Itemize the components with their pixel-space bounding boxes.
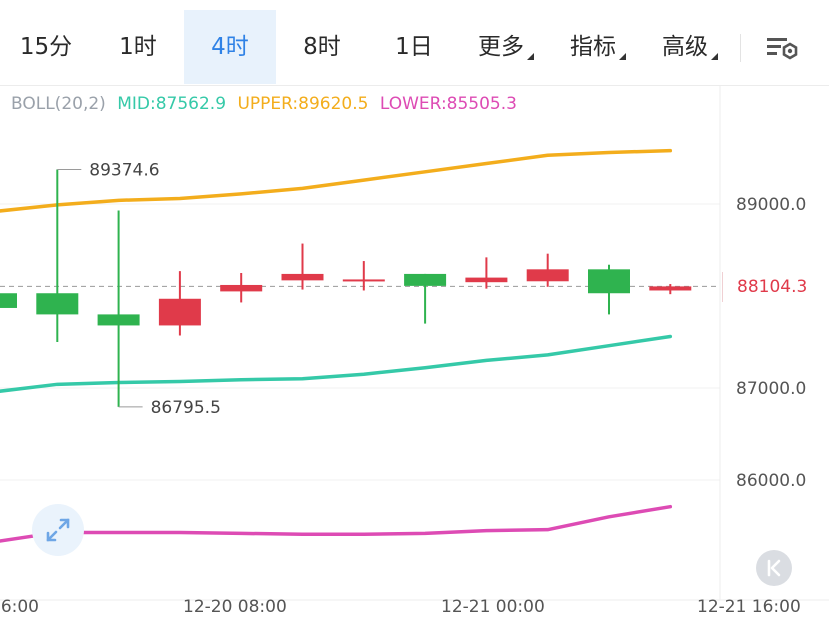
chart-settings-button[interactable] <box>764 34 800 64</box>
candle <box>649 284 692 295</box>
candle-body <box>220 284 263 292</box>
candle-body <box>281 273 324 281</box>
back-to-latest-button[interactable] <box>756 550 792 586</box>
expand-arrows-icon <box>46 518 70 542</box>
tab-label: 更多 <box>478 34 524 60</box>
candle <box>588 264 630 315</box>
timeframe-tabbar: 15分 1时 4时 8时 1日 更多 指标 高级 <box>0 0 829 86</box>
x-axis-tick-label: 12-21 00:00 <box>441 597 545 617</box>
tab-timeframe[interactable]: 8时 <box>276 10 368 84</box>
dropdown-caret-icon <box>527 53 534 60</box>
candle <box>404 273 447 324</box>
y-axis-tick-label: 86000.0 <box>736 471 806 491</box>
tab-label: 高级 <box>662 34 708 60</box>
candlestick-chart[interactable]: 89000.0 87000.0 86000.0 16:00 12-20 08:00 12-… <box>0 85 829 629</box>
x-axis-tick-label: 16:00 <box>0 597 39 617</box>
candle-body <box>465 277 508 283</box>
candle <box>465 257 508 289</box>
x-axis-tick-label: 12-20 08:00 <box>183 597 287 617</box>
candle-body <box>526 269 569 282</box>
boll-legend: BOLL(20,2) MID:87562.9 UPPER:89620.5 LOW… <box>11 94 523 114</box>
y-axis-tick-label: 87000.0 <box>736 379 806 399</box>
boll-lower-value: LOWER:85505.3 <box>379 94 517 114</box>
expand-chart-button[interactable] <box>32 504 84 556</box>
high-price-annotation: 89374.6 <box>89 161 159 181</box>
tab-timeframe[interactable]: 15分 <box>0 10 92 84</box>
candle <box>281 243 324 290</box>
candle <box>342 261 385 291</box>
tab-timeframe[interactable]: 1时 <box>92 10 184 84</box>
tab-timeframe[interactable]: 4时 <box>184 10 276 84</box>
candle-body <box>342 279 385 282</box>
tab-timeframe[interactable]: 更多 <box>460 10 552 84</box>
dropdown-caret-icon <box>711 53 718 60</box>
candle-body <box>0 293 17 308</box>
candle <box>97 210 140 407</box>
chart-settings-icon <box>767 38 798 60</box>
candle <box>526 253 569 287</box>
candle-body <box>158 298 201 326</box>
candle-body <box>97 314 140 326</box>
tab-label: 1日 <box>395 34 433 60</box>
candle-body <box>649 286 692 291</box>
y-axis-tick-label: 89000.0 <box>736 195 806 215</box>
candle <box>36 169 79 342</box>
low-price-annotation: 86795.5 <box>151 398 221 418</box>
candle <box>220 273 263 303</box>
boll-mid-value: MID:87562.9 <box>117 94 227 114</box>
last-price-label: 88104.3 <box>722 272 829 302</box>
candle-body <box>588 269 630 294</box>
back-to-latest-icon <box>767 559 781 577</box>
tab-label: 1时 <box>119 34 157 60</box>
tab-label: 8时 <box>303 34 341 60</box>
boll-name: BOLL(20,2) <box>11 94 106 114</box>
candle <box>0 293 17 308</box>
tab-timeframe[interactable]: 指标 <box>552 10 644 84</box>
tab-timeframe[interactable]: 1日 <box>368 10 460 84</box>
tab-label: 4时 <box>211 34 249 60</box>
boll-upper-value: UPPER:89620.5 <box>237 94 369 114</box>
tab-timeframe[interactable]: 高级 <box>644 10 736 84</box>
mid-band-line <box>0 334 673 393</box>
candle-body <box>36 293 79 315</box>
tab-divider <box>740 34 741 62</box>
candle-body <box>404 273 447 286</box>
lower-band-line <box>0 504 673 543</box>
dropdown-caret-icon <box>619 53 626 60</box>
upper-band-line <box>0 148 673 213</box>
x-axis-tick-label: 12-21 16:00 <box>697 597 801 617</box>
tab-label: 指标 <box>570 34 616 60</box>
tab-label: 15分 <box>19 34 73 60</box>
candle <box>158 271 201 336</box>
